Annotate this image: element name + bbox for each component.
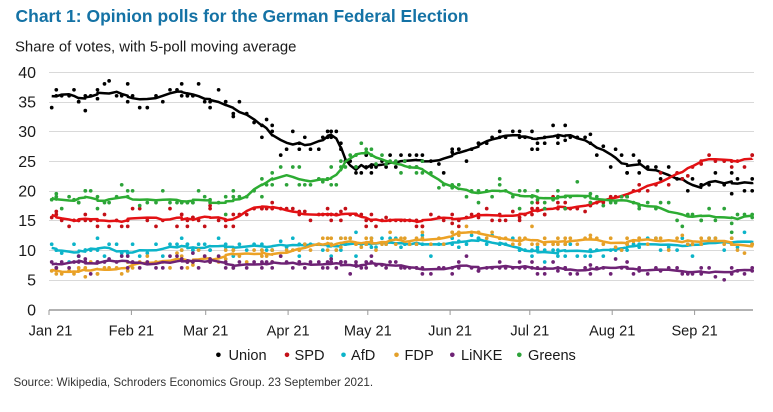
svg-text:0: 0 — [27, 302, 36, 319]
svg-text:FDP: FDP — [405, 348, 434, 364]
svg-text:Jun 21: Jun 21 — [428, 323, 472, 339]
svg-text:Aug 21: Aug 21 — [589, 323, 635, 339]
svg-text:20: 20 — [18, 184, 36, 201]
svg-text:AfD: AfD — [351, 348, 375, 364]
svg-text:30: 30 — [18, 124, 36, 141]
svg-text:Sep 21: Sep 21 — [671, 323, 717, 339]
svg-text:5: 5 — [27, 273, 36, 290]
svg-text:15: 15 — [18, 213, 36, 230]
svg-text:25: 25 — [18, 154, 36, 171]
svg-text:Share of votes, with 5-poll mo: Share of votes, with 5-poll moving avera… — [15, 40, 296, 56]
svg-text:10: 10 — [18, 243, 36, 260]
svg-text:Jan 21: Jan 21 — [29, 323, 73, 339]
svg-text:May 21: May 21 — [344, 323, 392, 339]
svg-text:LiNKE: LiNKE — [461, 348, 503, 364]
svg-text:Chart 1: Opinion polls for the: Chart 1: Opinion polls for the German Fe… — [16, 6, 469, 26]
svg-text:Mar 21: Mar 21 — [183, 323, 228, 339]
svg-text:35: 35 — [18, 95, 36, 112]
svg-text:Feb 21: Feb 21 — [109, 323, 154, 339]
svg-text:Source: Wikipedia, Schroders E: Source: Wikipedia, Schroders Economics G… — [14, 376, 374, 389]
svg-text:Apr 21: Apr 21 — [267, 323, 310, 339]
svg-text:SPD: SPD — [295, 348, 325, 364]
svg-text:40: 40 — [18, 65, 36, 82]
svg-text:Union: Union — [229, 348, 267, 364]
svg-text:Greens: Greens — [528, 348, 576, 364]
svg-text:Jul 21: Jul 21 — [510, 323, 549, 339]
